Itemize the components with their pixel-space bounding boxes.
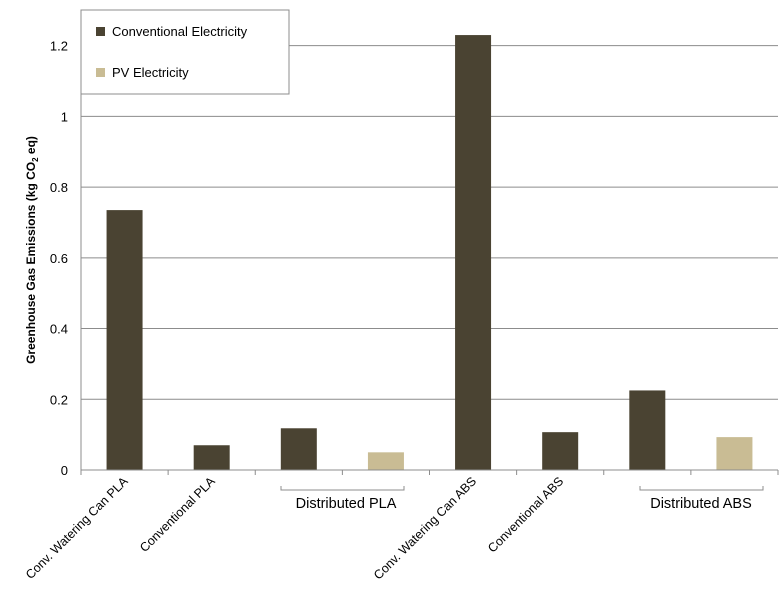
bar-conventional-electricity (629, 390, 666, 470)
legend-label-pv-electricity: PV Electricity (112, 65, 189, 80)
y-tick-label: 0.8 (50, 180, 68, 195)
legend-label-conventional-electricity: Conventional Electricity (112, 24, 248, 39)
category-label: Conventional PLA (137, 474, 218, 555)
y-axis-label: Greenhouse Gas Emissions (kg CO2 eq) (24, 136, 40, 364)
y-tick-label: 0 (61, 463, 68, 478)
y-tick-label: 0.2 (50, 392, 68, 407)
category-label: Conv. Watering Can PLA (23, 474, 131, 582)
group-bracket-distributed-abs (639, 486, 764, 491)
bar-conventional-electricity (542, 432, 579, 470)
bars (106, 35, 753, 471)
y-tick-label: 0.6 (50, 251, 68, 266)
group-bracket-distributed-pla (280, 486, 405, 491)
bar-pv-electricity (716, 437, 753, 470)
y-tick-labels: 0 0.2 0.4 0.6 0.8 1 1.2 (50, 39, 68, 478)
y-tick-label: 1.2 (50, 39, 68, 54)
group-label-distributed-pla: Distributed PLA (296, 496, 397, 512)
bar-conventional-electricity (193, 445, 230, 470)
bar-conventional-electricity (280, 428, 317, 470)
legend-swatch-pv-electricity (96, 68, 105, 77)
y-tick-label: 1 (61, 109, 68, 124)
legend-box (80, 9, 290, 95)
x-tick-marks (80, 470, 779, 475)
category-label: Conventional ABS (485, 474, 566, 555)
legend: Conventional Electricity PV Electricity (80, 9, 290, 95)
bar-pv-electricity (367, 452, 404, 470)
group-label-distributed-abs: Distributed ABS (650, 496, 752, 512)
y-tick-label: 0.4 (50, 322, 68, 337)
gridlines (81, 45, 778, 400)
bar-conventional-electricity (455, 35, 492, 471)
legend-swatch-conventional-electricity (96, 27, 105, 36)
bar-conventional-electricity (106, 210, 143, 470)
